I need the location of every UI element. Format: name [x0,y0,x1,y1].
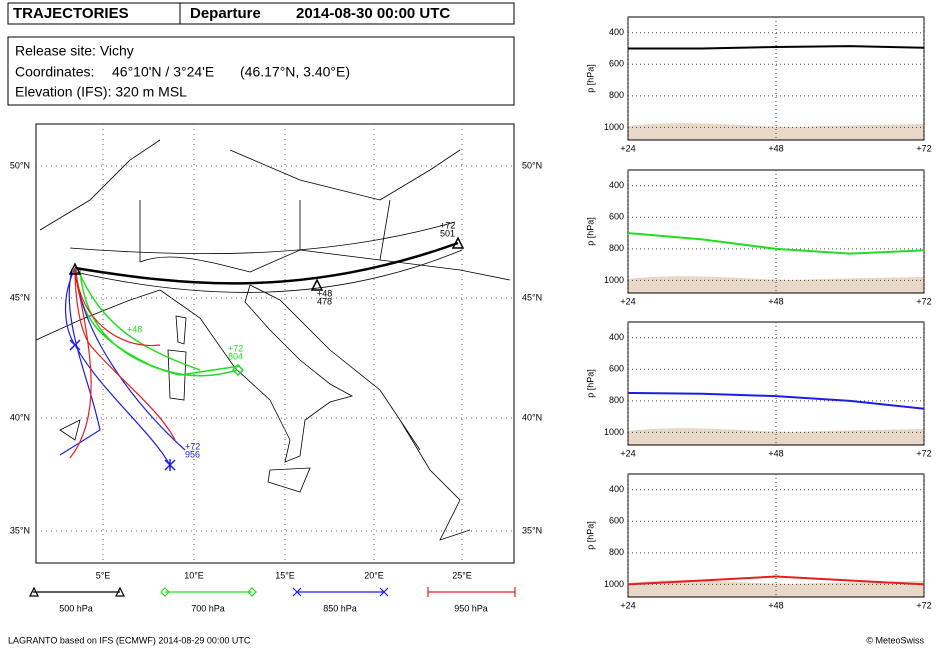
y-tick-label: 800 [609,395,624,405]
coastlines [35,139,511,541]
coordinates-label: Coordinates: [15,64,94,80]
map-annotation: 501 [440,228,455,238]
coordinates-decimal: (46.17°N, 3.40°E) [240,64,350,80]
map-annotation: +72 [185,441,200,451]
terrain [628,276,924,293]
x-tick-label: +48 [768,296,783,306]
y-tick-label: 600 [609,212,624,222]
map-annotation: 956 [185,449,200,459]
lat-label: 45°N [10,292,30,302]
lon-label: 5°E [96,570,111,580]
map-annotation: 804 [228,351,243,361]
start-marker [68,236,465,291]
legend-lines [29,586,516,597]
y-tick-label: 600 [609,516,624,526]
x-tick-label: +24 [620,600,635,610]
map-annotation: 478 [317,296,332,306]
trajectory [74,241,459,285]
lat-label: 45°N [522,292,542,302]
info-box [7,36,515,106]
y-axis-label: p [hPa] [585,217,595,246]
y-axis-label: p [hPa] [585,64,595,93]
pressure-trace [627,232,925,255]
trajectory [69,221,463,293]
terrain [628,123,924,140]
y-tick-label: 600 [609,364,624,374]
footer-right: © MeteoSwiss [866,635,924,645]
end-marker [69,339,176,471]
map-annotation: +48 [127,324,142,334]
y-tick-label: 1000 [604,579,624,589]
map-frame [35,123,515,564]
map-annotation: +72 [440,220,455,230]
header-box [7,2,515,25]
lon-label: 10°E [184,570,204,580]
map-annotation: +72 [228,343,243,353]
y-tick-label: 600 [609,59,624,69]
x-tick-label: +72 [916,296,931,306]
x-tick-label: +48 [768,600,783,610]
terrain [628,580,924,597]
legend-label: 850 hPa [323,603,357,613]
trajectory [69,267,176,459]
pressure-trace [628,45,925,50]
lat-label: 35°N [522,525,542,535]
lat-label: 50°N [10,160,30,170]
y-tick-label: 400 [609,332,624,342]
y-tick-label: 1000 [604,275,624,285]
y-tick-label: 400 [609,27,624,37]
release-site: Release site: Vichy [15,43,134,59]
y-tick-label: 800 [609,547,624,557]
coordinates: 46°10'N / 3°24'E [112,64,214,80]
lon-label: 15°E [275,570,295,580]
departure-time: 2014-08-30 00:00 UTC [296,5,450,22]
lon-label: 25°E [452,570,472,580]
footer-left: LAGRANTO based on IFS (ECMWF) 2014-08-29… [8,635,251,645]
lat-label: 50°N [522,160,542,170]
legend-label: 500 hPa [59,603,93,613]
lat-label: 40°N [10,412,30,422]
x-tick-label: +24 [620,143,635,153]
y-tick-label: 800 [609,90,624,100]
y-tick-label: 1000 [604,427,624,437]
departure-label: Departure [190,5,261,22]
pressure-trace [627,391,925,410]
map-annotation: +48 [317,288,332,298]
y-tick-label: 400 [609,180,624,190]
title: TRAJECTORIES [13,5,129,22]
y-tick-label: 800 [609,243,624,253]
x-tick-label: +48 [768,448,783,458]
lat-label: 40°N [522,412,542,422]
pressure-trace [627,575,925,586]
terrain [628,428,924,445]
lat-label: 35°N [10,525,30,535]
legend-label: 700 hPa [191,603,225,613]
x-tick-label: +48 [768,143,783,153]
x-tick-label: +72 [916,600,931,610]
lon-label: 20°E [364,570,384,580]
y-axis-label: p [hPa] [585,369,595,398]
end-marker [231,363,245,377]
y-tick-label: 1000 [604,122,624,132]
y-axis-label: p [hPa] [585,521,595,550]
legend-label: 950 hPa [454,603,488,613]
map [35,123,515,564]
x-tick-label: +24 [620,448,635,458]
elevation: Elevation (IFS): 320 m MSL [15,84,187,100]
y-tick-label: 400 [609,484,624,494]
x-tick-label: +72 [916,143,931,153]
x-tick-label: +72 [916,448,931,458]
x-tick-label: +24 [620,296,635,306]
